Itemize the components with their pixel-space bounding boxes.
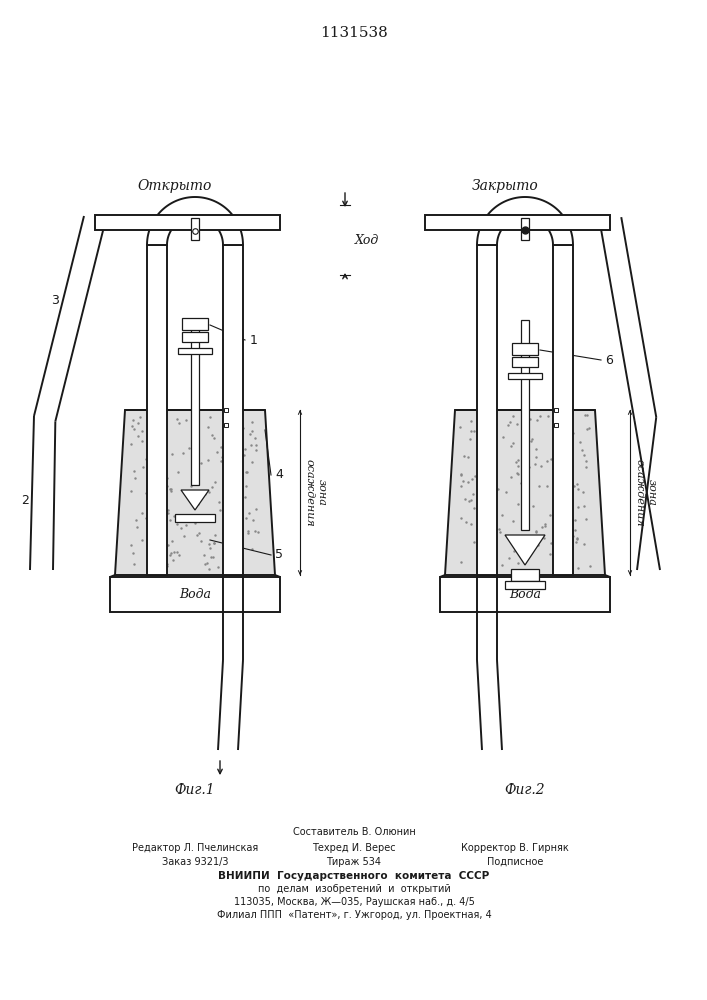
Bar [553, 245, 573, 575]
Bar [182, 332, 208, 342]
Bar [223, 245, 243, 575]
Text: 1: 1 [250, 334, 258, 347]
Bar [175, 514, 215, 522]
Bar [511, 569, 539, 581]
Text: Корректор В. Гирняк: Корректор В. Гирняк [461, 843, 569, 853]
Text: ВНИИПИ  Государственного  комитета  СССР: ВНИИПИ Государственного комитета СССР [218, 871, 490, 881]
Polygon shape [505, 535, 545, 565]
Text: Редактор Л. Пчелинская: Редактор Л. Пчелинская [132, 843, 258, 853]
Text: 6: 6 [605, 354, 613, 366]
Bar [191, 320, 199, 485]
Polygon shape [147, 197, 243, 245]
Text: Вода: Вода [509, 588, 541, 601]
Polygon shape [181, 490, 209, 510]
Text: Закрыто: Закрыто [472, 179, 538, 193]
Bar [508, 373, 542, 379]
Bar [512, 357, 538, 367]
Bar [425, 215, 610, 230]
Polygon shape [115, 410, 275, 575]
Text: Заказ 9321/3: Заказ 9321/3 [162, 857, 228, 867]
Text: Ход: Ход [355, 233, 379, 246]
Bar [95, 215, 280, 230]
Text: Открыто: Открыто [138, 179, 212, 193]
Bar [505, 581, 545, 589]
Text: 5: 5 [275, 548, 283, 562]
Polygon shape [445, 410, 605, 575]
Text: 4: 4 [275, 468, 283, 482]
Text: по  делам  изобретений  и  открытий: по делам изобретений и открытий [257, 884, 450, 894]
Bar [182, 318, 208, 330]
Text: Фиг.2: Фиг.2 [505, 783, 545, 797]
Bar [178, 348, 212, 354]
Text: Вода: Вода [179, 588, 211, 601]
Text: Техред И. Верес: Техред И. Верес [312, 843, 396, 853]
Bar [191, 218, 199, 240]
Bar [147, 245, 167, 575]
Text: 3: 3 [51, 294, 59, 306]
Text: 2: 2 [21, 493, 29, 506]
Text: Филиал ППП  «Патент», г. Ужгород, ул. Проектная, 4: Филиал ППП «Патент», г. Ужгород, ул. Про… [216, 910, 491, 920]
Bar [477, 245, 497, 575]
Text: зона
осаждения: зона осаждения [635, 459, 658, 526]
Bar [440, 577, 610, 612]
Text: зона
осаждения: зона осаждения [305, 459, 327, 526]
Bar [512, 343, 538, 355]
Text: Тираж 534: Тираж 534 [327, 857, 382, 867]
Text: 113035, Москва, Ж—035, Раушская наб., д. 4/5: 113035, Москва, Ж—035, Раушская наб., д.… [233, 897, 474, 907]
Polygon shape [477, 197, 573, 245]
Bar [110, 577, 280, 612]
Text: 1131538: 1131538 [320, 26, 388, 40]
Text: Подписное: Подписное [487, 857, 543, 867]
Bar [521, 218, 529, 240]
Bar [521, 320, 529, 530]
Text: Составитель В. Олюнин: Составитель В. Олюнин [293, 827, 416, 837]
Text: Фиг.1: Фиг.1 [175, 783, 216, 797]
